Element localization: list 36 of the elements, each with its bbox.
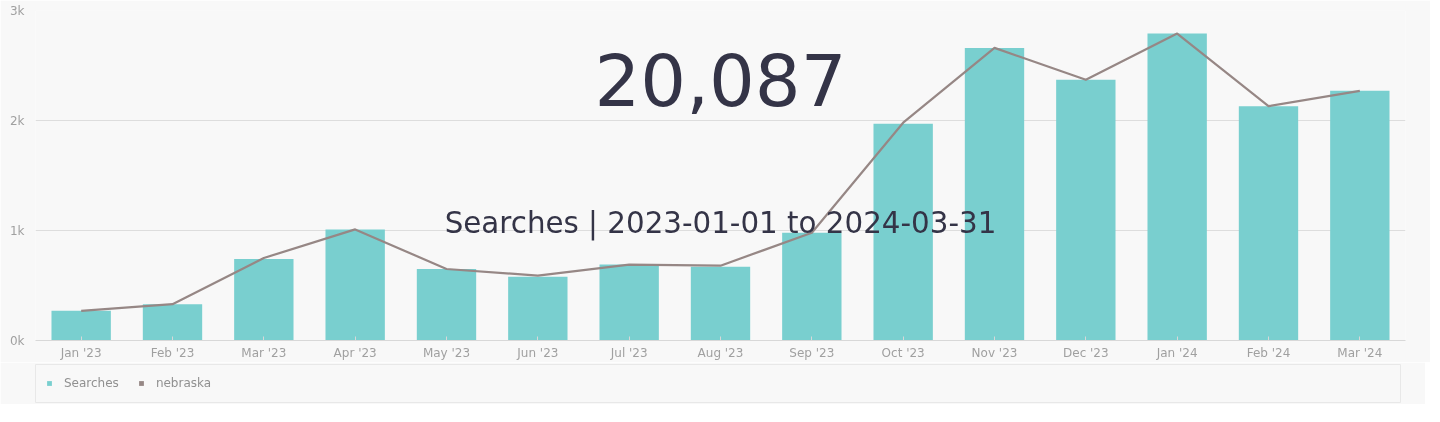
y-tick-label: 3k bbox=[9, 3, 25, 18]
bar bbox=[1238, 106, 1299, 341]
x-tick-label: Jan '23 bbox=[59, 345, 102, 360]
bar bbox=[599, 264, 659, 341]
x-tick-label: Jun '23 bbox=[516, 345, 559, 360]
legend-label: nebraska bbox=[155, 376, 212, 390]
y-tick-label: 2k bbox=[9, 113, 25, 128]
x-tick-label: May '23 bbox=[422, 345, 471, 360]
y-tick-label: 1k bbox=[9, 223, 25, 238]
y-tick-label: 0k bbox=[9, 333, 25, 348]
x-tick-label: Apr '23 bbox=[333, 345, 377, 360]
x-tick-label: Mar '24 bbox=[1337, 345, 1383, 360]
bar bbox=[690, 266, 751, 341]
x-tick-label: Dec '23 bbox=[1063, 345, 1109, 360]
bar bbox=[234, 259, 294, 341]
x-tick-label: Sep '23 bbox=[789, 345, 835, 360]
bar bbox=[782, 232, 842, 341]
bar bbox=[1330, 90, 1390, 341]
bar bbox=[1056, 79, 1116, 341]
chart-title: 20,087 bbox=[594, 39, 847, 124]
x-tick-label: Jul '23 bbox=[609, 345, 648, 360]
legend-label: Searches bbox=[64, 376, 119, 390]
bar bbox=[325, 229, 385, 341]
x-tick-label: Nov '23 bbox=[971, 345, 1018, 360]
x-tick-label: Aug '23 bbox=[697, 345, 744, 360]
bar bbox=[1147, 33, 1207, 341]
bar bbox=[142, 304, 203, 341]
x-tick-label: Oct '23 bbox=[881, 345, 925, 360]
x-tick-label: Mar '23 bbox=[241, 345, 287, 360]
x-tick-label: Feb '23 bbox=[150, 345, 195, 360]
x-tick-label: Feb '24 bbox=[1246, 345, 1291, 360]
line-series bbox=[80, 32, 1361, 312]
bar bbox=[416, 269, 477, 341]
bar bbox=[508, 276, 568, 341]
bar bbox=[51, 310, 111, 341]
x-tick-label: Jan '24 bbox=[1155, 345, 1198, 360]
